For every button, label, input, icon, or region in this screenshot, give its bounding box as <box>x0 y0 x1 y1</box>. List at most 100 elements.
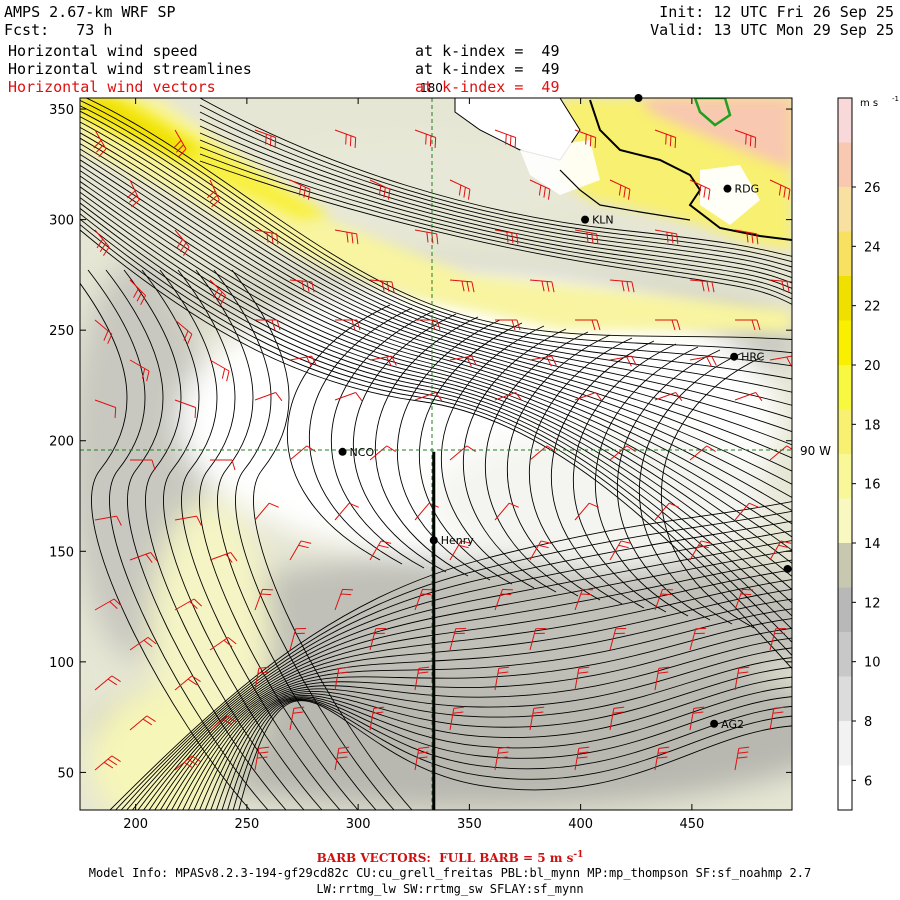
wind-barb <box>414 746 430 771</box>
x-tick-label: 300 <box>346 817 371 832</box>
wind-barb <box>334 129 357 148</box>
wind-barb <box>369 355 397 367</box>
streamline <box>80 197 792 591</box>
wind-barb <box>334 502 359 521</box>
meridian-180-label: 180 <box>420 81 443 95</box>
wind-barb <box>609 540 632 561</box>
wind-barb <box>369 706 385 731</box>
colorbar-swatch <box>838 721 852 766</box>
colorbar-swatch <box>838 454 852 499</box>
streamline <box>87 269 269 810</box>
wind-barb <box>609 445 636 461</box>
wind-barb <box>209 636 237 651</box>
colorbar-unit-exp: -1 <box>892 95 899 103</box>
streamline <box>187 637 792 810</box>
wind-barb <box>334 746 350 771</box>
colorbar-tick-label: 22 <box>864 300 881 315</box>
streamline <box>143 559 792 810</box>
streamline <box>462 328 567 593</box>
streamline <box>80 213 792 630</box>
colorbar-tick-label: 20 <box>864 359 881 374</box>
wind-barb <box>334 666 350 691</box>
y-tick-label: 150 <box>49 545 74 560</box>
streamline <box>177 269 359 810</box>
streamline <box>199 125 792 279</box>
y-tick-label: 50 <box>57 766 74 781</box>
wind-barb <box>529 627 547 651</box>
wind-barb <box>254 746 270 771</box>
streamline <box>199 160 792 305</box>
stations: NCO Henry KLN RDG HRC AG2 <box>338 94 792 731</box>
x-tick-label: 350 <box>457 817 482 832</box>
colorbar-unit: m s <box>860 98 878 109</box>
streamline <box>80 143 792 459</box>
colorbar-swatch <box>838 632 852 677</box>
forecast-label-text: Fcst: <box>4 21 50 39</box>
streamline <box>204 667 792 810</box>
streamline <box>120 520 792 810</box>
wind-barb <box>289 540 312 561</box>
wind-barb <box>769 355 792 367</box>
streamline <box>638 352 743 625</box>
colorbar-tick-label: 6 <box>864 774 872 789</box>
forecast-label: Fcst: 73 h <box>4 22 112 39</box>
streamline <box>148 569 792 810</box>
wind-barb <box>735 319 761 331</box>
wind-barb <box>574 588 593 611</box>
wind-barb <box>415 319 441 331</box>
streamline <box>80 224 792 657</box>
wind-barb <box>209 279 226 305</box>
wind-barb <box>449 355 477 367</box>
wind-barb <box>609 355 637 367</box>
wind-barb <box>254 129 277 148</box>
wind-barb <box>174 319 193 344</box>
colorbar-tick-label: 24 <box>864 240 881 255</box>
wind-barb <box>734 129 757 148</box>
wind-barb <box>129 359 150 382</box>
colorbar-swatch <box>838 409 852 454</box>
colorbar-swatch <box>838 320 852 365</box>
station-label: NCO <box>350 446 375 459</box>
wind-barb <box>609 179 631 200</box>
wind-barb <box>574 229 599 245</box>
colorbar-tick-label: 14 <box>864 537 881 552</box>
streamline <box>80 191 792 578</box>
streamline <box>616 349 721 621</box>
wind-barb <box>449 179 471 200</box>
x-tick-label: 200 <box>123 817 148 832</box>
streamline <box>199 98 792 257</box>
wind-barb <box>494 746 510 771</box>
wind-barb <box>369 540 392 561</box>
wind-chart: 180 90 W NCO Henry KLN RDG HRC AG2 200 250 300 3… <box>49 81 899 832</box>
axes: 200 250 300 350 400 450 50 100 150 200 250 300 350 <box>49 98 792 832</box>
wind-barb <box>574 502 599 521</box>
streamline <box>572 343 677 613</box>
wind-barb <box>529 279 555 293</box>
station-label: Henry <box>441 534 475 547</box>
wind-barb <box>529 540 552 561</box>
streamline <box>528 337 633 605</box>
wind-barb <box>129 715 156 731</box>
field-level-vectors: at k-index = 49 <box>415 78 560 96</box>
wind-barb <box>734 392 763 402</box>
wind-barb <box>209 715 236 731</box>
wind-barb <box>289 179 311 200</box>
station-marker <box>730 352 739 361</box>
wind-barb <box>369 179 391 200</box>
streamline <box>80 175 792 538</box>
model-info-line-2: LW:rrtmg_lw SW:rrtmg_sw SFLAY:sf_mynn <box>316 882 584 896</box>
wind-barb <box>769 179 791 200</box>
field-level-speed: at k-index = 49 <box>415 42 560 60</box>
wind-barb <box>289 627 307 651</box>
colorbar-swatch <box>838 765 852 810</box>
streamline <box>232 699 792 810</box>
streamline <box>132 540 792 810</box>
streamline <box>231 269 413 810</box>
wind-barb <box>689 627 707 651</box>
wind-barb <box>130 459 156 471</box>
streamline <box>80 137 792 446</box>
streamline <box>80 229 792 670</box>
wind-barb <box>529 706 545 731</box>
wind-barb <box>174 229 190 256</box>
station-marker <box>429 536 438 545</box>
